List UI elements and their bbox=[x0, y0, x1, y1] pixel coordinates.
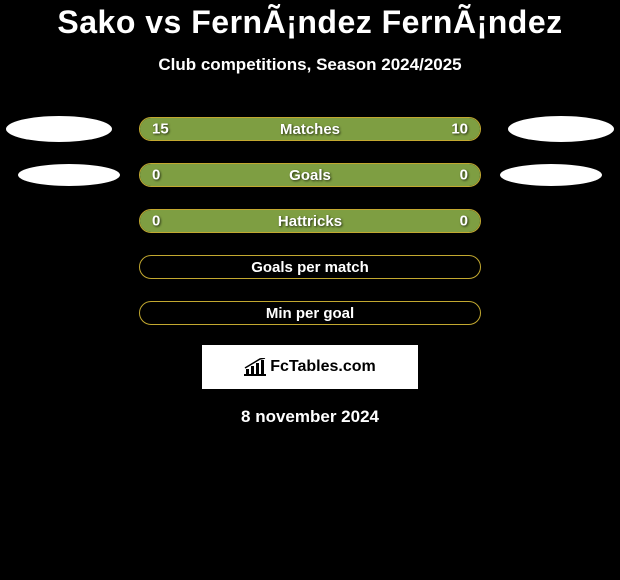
stat-row-hattricks: 0 Hattricks 0 bbox=[0, 209, 620, 233]
stat-pill: 15 Matches 10 bbox=[139, 117, 481, 141]
player-marker-right bbox=[500, 164, 602, 186]
player-marker-right bbox=[508, 116, 614, 142]
player-marker-left bbox=[18, 164, 120, 186]
date-text: 8 november 2024 bbox=[241, 407, 379, 427]
stat-value-left: 0 bbox=[152, 167, 160, 184]
stat-label: Goals per match bbox=[251, 259, 369, 276]
stat-pill: Min per goal bbox=[139, 301, 481, 325]
stat-row-min-per-goal: Min per goal bbox=[0, 301, 620, 325]
stat-value-left: 15 bbox=[152, 121, 169, 138]
brand-badge: FcTables.com bbox=[202, 345, 418, 389]
comparison-chart: Sako vs FernÃ¡ndez FernÃ¡ndez Club compe… bbox=[0, 0, 620, 427]
stat-value-right: 10 bbox=[451, 121, 468, 138]
stat-label: Hattricks bbox=[278, 213, 342, 230]
stat-pill: 0 Goals 0 bbox=[139, 163, 481, 187]
stat-value-left: 0 bbox=[152, 213, 160, 230]
stat-rows: 15 Matches 10 0 Goals 0 0 Hattricks 0 bbox=[0, 117, 620, 325]
stat-label: Matches bbox=[280, 121, 340, 138]
player-marker-left bbox=[6, 116, 112, 142]
page-title: Sako vs FernÃ¡ndez FernÃ¡ndez bbox=[57, 4, 562, 41]
stat-pill: 0 Hattricks 0 bbox=[139, 209, 481, 233]
stat-label: Goals bbox=[289, 167, 331, 184]
chart-icon bbox=[244, 358, 266, 376]
stat-value-right: 0 bbox=[460, 213, 468, 230]
stat-value-right: 0 bbox=[460, 167, 468, 184]
subtitle: Club competitions, Season 2024/2025 bbox=[158, 55, 461, 75]
stat-row-goals-per-match: Goals per match bbox=[0, 255, 620, 279]
stat-pill: Goals per match bbox=[139, 255, 481, 279]
stat-row-goals: 0 Goals 0 bbox=[0, 163, 620, 187]
brand-text: FcTables.com bbox=[270, 358, 376, 376]
stat-row-matches: 15 Matches 10 bbox=[0, 117, 620, 141]
stat-label: Min per goal bbox=[266, 305, 354, 322]
